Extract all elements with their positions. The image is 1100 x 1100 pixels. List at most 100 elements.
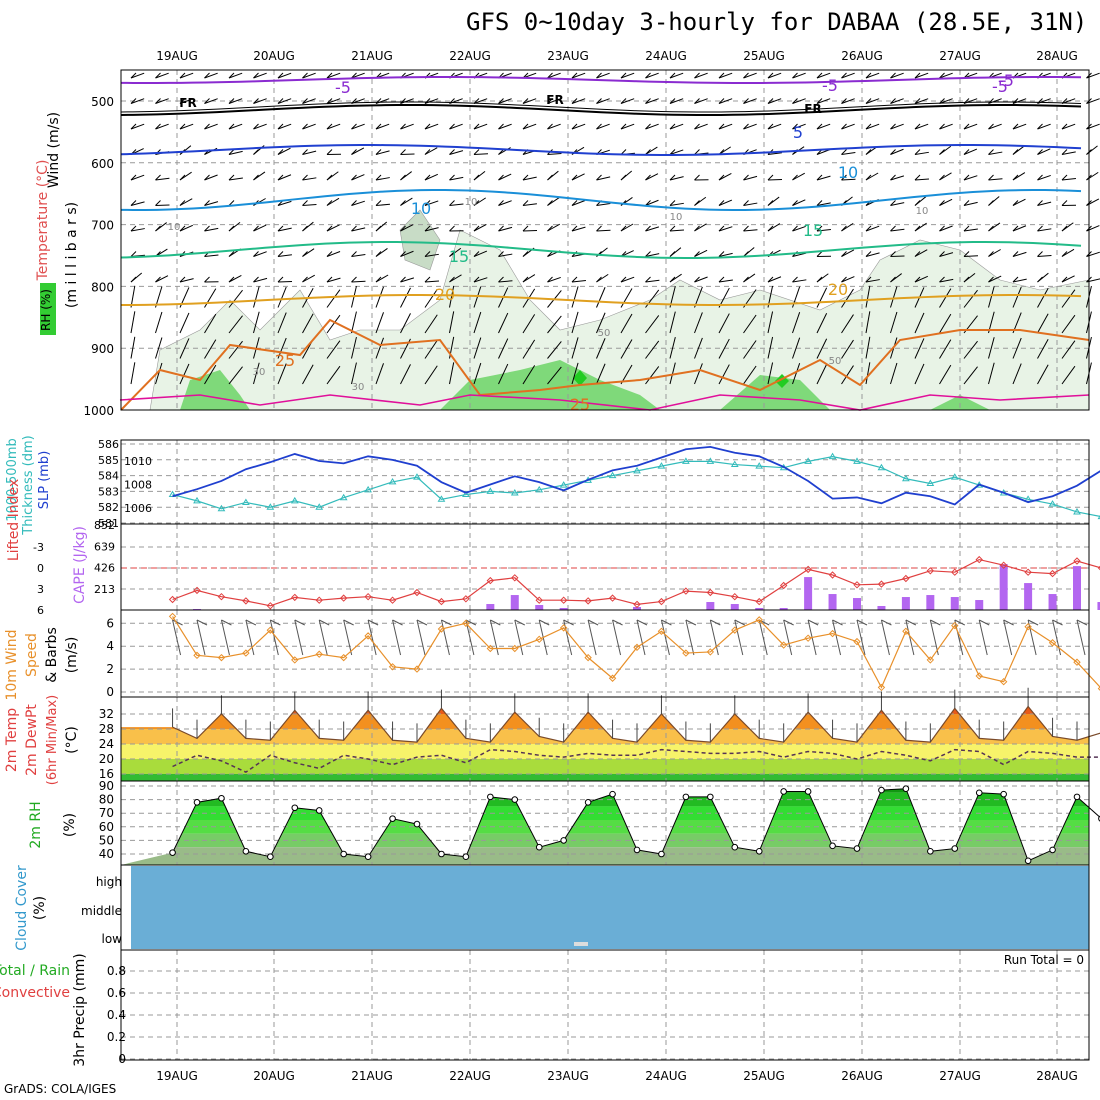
wind-barb bbox=[1012, 363, 1022, 385]
precip-axis-label: 3hr Precip (mm) bbox=[72, 953, 88, 1066]
wind-barb bbox=[326, 98, 341, 104]
wind-barb-flag bbox=[596, 98, 602, 104]
wind-barb-flag bbox=[1037, 251, 1043, 257]
wind10-speed-marker bbox=[877, 683, 886, 692]
wind-barb bbox=[424, 280, 440, 283]
wind-barb-flag bbox=[130, 200, 137, 206]
thickness-marker bbox=[828, 452, 837, 460]
wind10-barb bbox=[392, 619, 402, 656]
wind-barb-flag bbox=[939, 200, 945, 206]
wind-barb bbox=[302, 204, 317, 206]
wind-barb-flag bbox=[473, 98, 480, 104]
wind-barb-flag bbox=[547, 174, 553, 181]
wind10-barb-flag bbox=[807, 619, 819, 626]
wind10-speed-marker bbox=[926, 656, 935, 664]
wind-barb bbox=[645, 340, 660, 359]
lifted-index-marker bbox=[975, 555, 983, 564]
top-date-label: 26AUG bbox=[841, 49, 883, 63]
wind-barb-flag bbox=[253, 174, 259, 181]
lifted-index-marker bbox=[584, 597, 592, 605]
wind10-barb-flag bbox=[905, 619, 917, 626]
wind-barb bbox=[865, 336, 871, 359]
wind-barb-flag bbox=[694, 200, 700, 206]
contour-label: 50 bbox=[598, 328, 611, 339]
wind-barb bbox=[253, 72, 267, 79]
wind-barb bbox=[669, 337, 676, 359]
thickness-marker bbox=[413, 473, 421, 480]
wind-barb-flag bbox=[1037, 174, 1043, 181]
rh2m-marker bbox=[902, 785, 910, 793]
lifted-index-marker bbox=[926, 567, 935, 575]
wind-barb bbox=[228, 177, 243, 181]
wind-barb bbox=[473, 277, 488, 283]
wind-barb bbox=[963, 255, 979, 257]
wind-barb-flag bbox=[228, 251, 235, 257]
wind-barb-flag bbox=[645, 200, 651, 206]
wind-barb-flag bbox=[669, 174, 676, 181]
contour-label: 10 bbox=[670, 212, 683, 223]
precip-tick: 0.4 bbox=[107, 1008, 126, 1022]
wind-barb bbox=[865, 252, 880, 257]
wind-barb bbox=[1012, 278, 1027, 283]
wind-barb bbox=[767, 362, 774, 385]
lifted-index-marker bbox=[559, 596, 568, 604]
wind-barb bbox=[375, 274, 389, 283]
wind-barb-flag bbox=[277, 149, 284, 155]
wind-barb bbox=[571, 123, 586, 130]
wind-barb-flag bbox=[669, 123, 676, 130]
contour-label: -5 bbox=[335, 78, 351, 97]
wind-barb bbox=[669, 362, 676, 385]
wind-barb-flag bbox=[939, 251, 945, 257]
wind-barb-flag bbox=[939, 276, 945, 283]
wind-barb bbox=[351, 254, 366, 257]
wind-barb bbox=[351, 174, 365, 181]
wind10-barb bbox=[832, 619, 842, 656]
wind-barb bbox=[1037, 148, 1051, 155]
wind-barb bbox=[792, 172, 805, 181]
wind-barb-flag bbox=[1037, 123, 1043, 130]
wind-barb-flag bbox=[326, 98, 333, 104]
wind-barb bbox=[963, 201, 978, 206]
wind10-speed-marker bbox=[731, 626, 739, 634]
wind-barb bbox=[179, 123, 194, 130]
wind10-barb-flag bbox=[563, 619, 574, 626]
cape-bar bbox=[730, 604, 739, 610]
wind-barb-flag bbox=[792, 72, 798, 79]
wind-barb bbox=[841, 276, 855, 283]
wind-barb-flag bbox=[988, 149, 994, 155]
wind10-speed-marker bbox=[902, 627, 910, 636]
wind-barb bbox=[669, 229, 685, 232]
wind-barb-flag bbox=[1012, 251, 1019, 257]
wind10-speed-marker bbox=[975, 672, 983, 680]
wind-barb bbox=[473, 311, 482, 334]
wind10-speed-marker bbox=[682, 649, 690, 657]
wind-barb-flag bbox=[1012, 276, 1019, 283]
wind-barb bbox=[204, 313, 217, 334]
wind-barb bbox=[963, 340, 978, 359]
thickness-marker bbox=[1073, 507, 1081, 515]
rh2m-marker bbox=[658, 850, 665, 858]
wind-barb bbox=[596, 98, 610, 104]
wind-barb-flag bbox=[155, 276, 161, 283]
contour-label: 15 bbox=[449, 247, 469, 266]
wind-barb-flag bbox=[1012, 225, 1019, 232]
wind-barb-flag bbox=[522, 123, 529, 130]
grads-credit: GrADS: COLA/IGES bbox=[4, 1082, 117, 1096]
wind-barb-flag bbox=[792, 225, 798, 232]
wind-barb-flag bbox=[939, 123, 945, 130]
wind-barb bbox=[449, 311, 455, 334]
wind-barb bbox=[645, 226, 660, 232]
thickness-tick: 582 bbox=[98, 501, 119, 514]
wind10-speed-marker bbox=[511, 644, 519, 653]
wind-barb-flag bbox=[498, 225, 504, 232]
wind-barb bbox=[498, 200, 512, 206]
lifted-index-marker bbox=[633, 600, 641, 609]
thickness-marker bbox=[510, 489, 519, 496]
wind-barb-flag bbox=[865, 72, 872, 79]
wind-barb-flag bbox=[204, 200, 210, 206]
wind-barb bbox=[571, 286, 579, 308]
wind-barb bbox=[302, 72, 316, 79]
wind-barb-flag bbox=[865, 98, 872, 104]
wind-barb bbox=[596, 363, 606, 385]
wind-barb-flag bbox=[963, 225, 970, 232]
